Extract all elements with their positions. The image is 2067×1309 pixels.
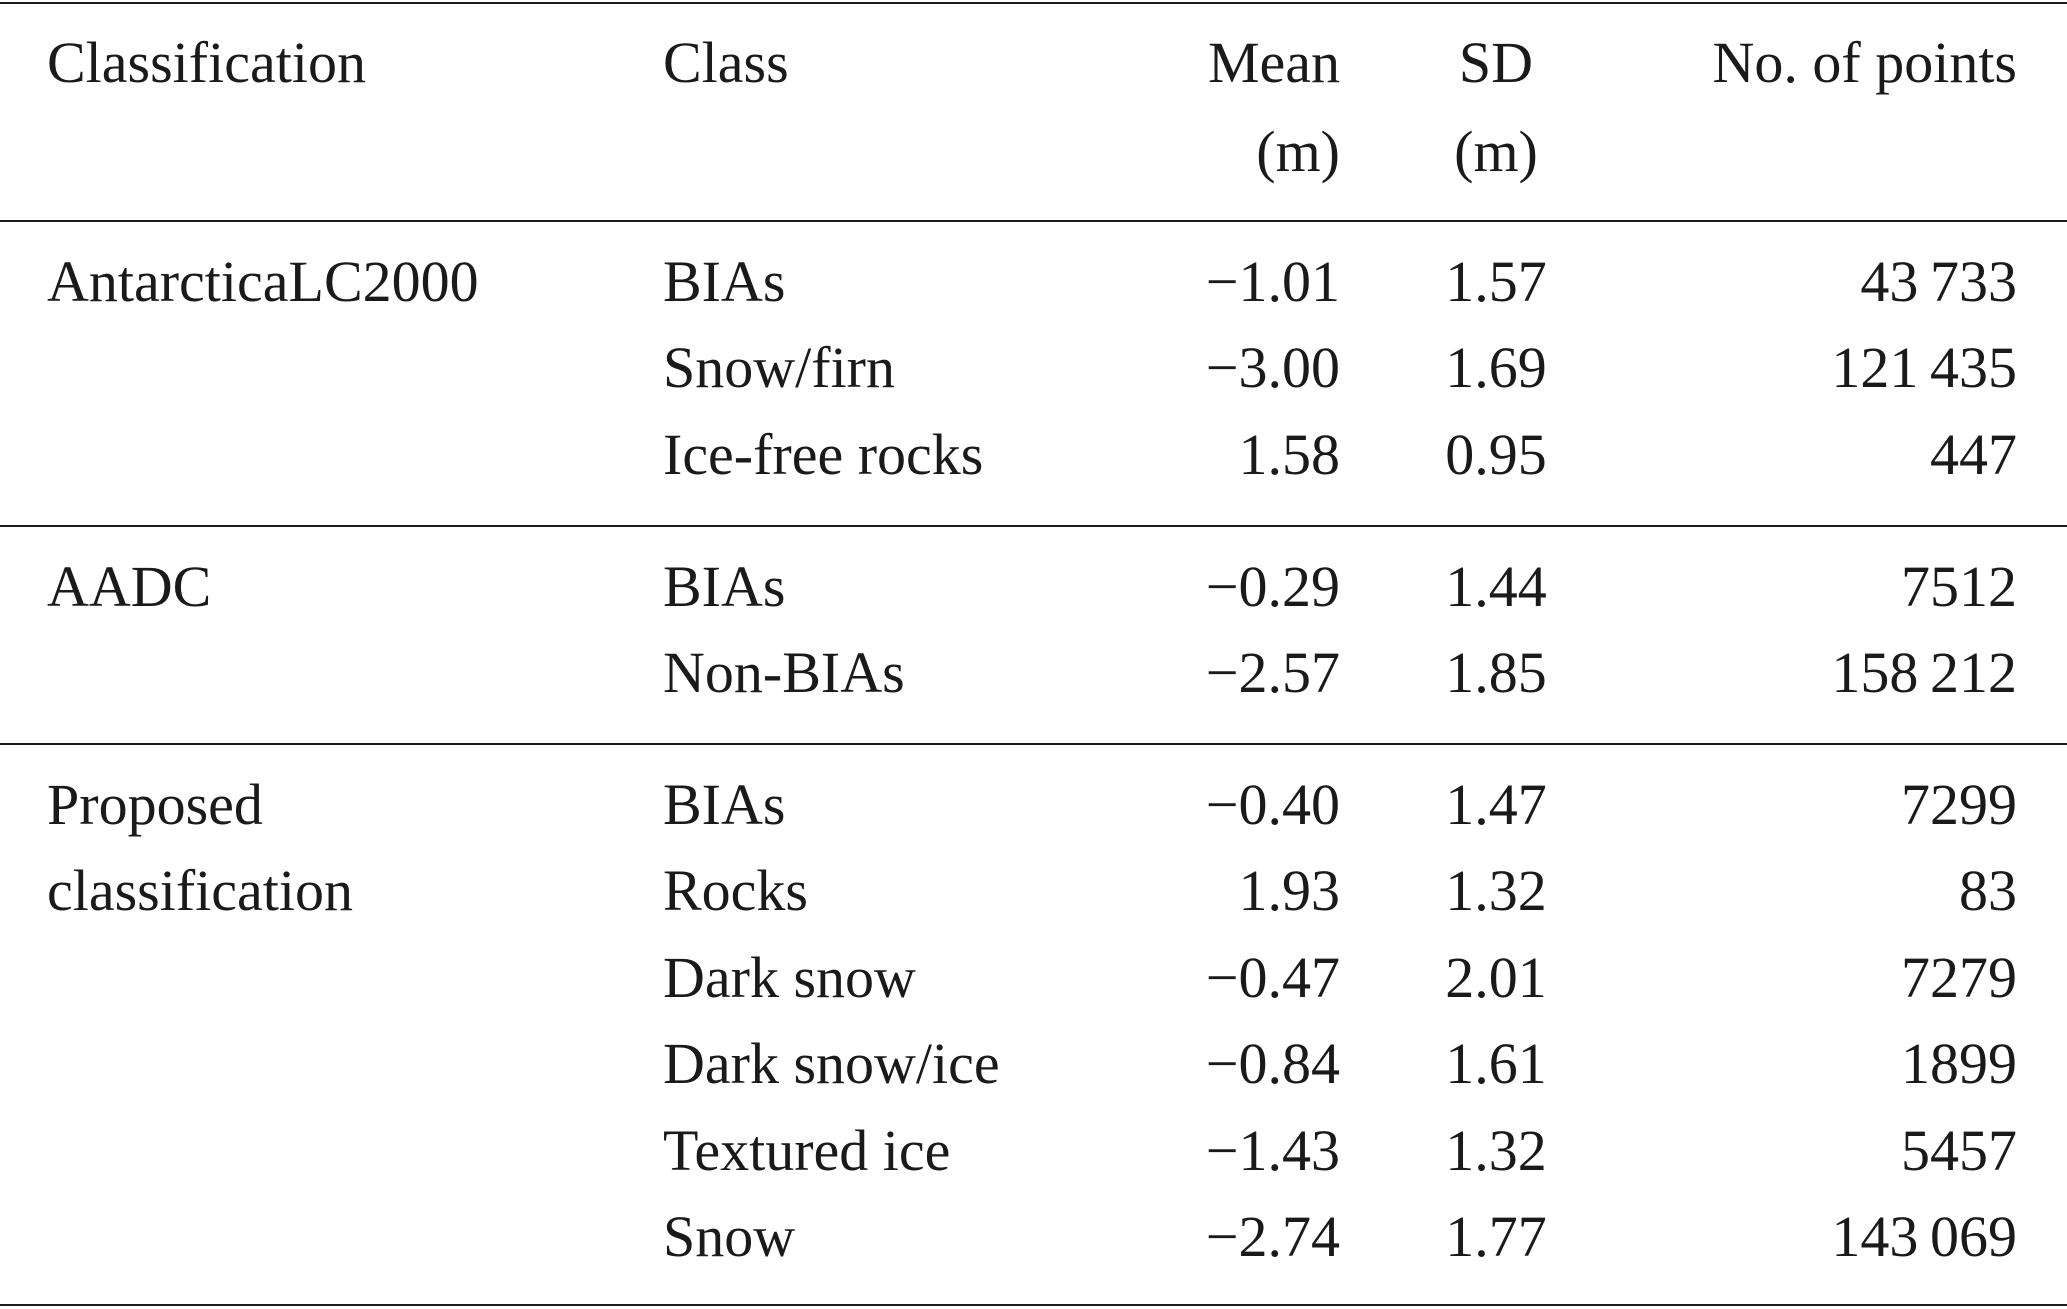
classification-label: classification bbox=[47, 858, 354, 924]
header-mean: Mean bbox=[1207, 30, 1340, 95]
cell-sd: 1.85 bbox=[1445, 640, 1547, 706]
cell-sd: 1.32 bbox=[1445, 858, 1547, 924]
cell-points: 7279 bbox=[1901, 944, 2017, 1010]
cell-class: Dark snow bbox=[663, 944, 916, 1010]
cell-points: 7299 bbox=[1901, 772, 2017, 837]
cell-class: Snow bbox=[663, 1204, 796, 1269]
cell-sd: 1.32 bbox=[1445, 1117, 1547, 1183]
classification-label: Proposed bbox=[47, 772, 263, 837]
cell-sd: 1.77 bbox=[1445, 1204, 1547, 1269]
cell-mean: −2.74 bbox=[1205, 1204, 1340, 1269]
cell-mean: 1.93 bbox=[1238, 858, 1341, 924]
cell-mean: −2.57 bbox=[1205, 640, 1340, 706]
cell-class: BIAs bbox=[663, 554, 786, 619]
header-mean: (m) bbox=[1256, 119, 1340, 184]
cell-points: 83 bbox=[1959, 858, 2017, 924]
top-rule bbox=[0, 2, 2067, 4]
cell-sd: 2.01 bbox=[1445, 944, 1547, 1010]
bottom-rule bbox=[0, 1304, 2067, 1306]
cell-class: Ice-free rocks bbox=[663, 421, 984, 487]
cell-class: BIAs bbox=[663, 249, 786, 314]
cell-class: Dark snow/ice bbox=[663, 1031, 1000, 1097]
cell-points: 158 212 bbox=[1831, 640, 2017, 706]
cell-points: 143 069 bbox=[1831, 1204, 2017, 1269]
cell-mean: −0.84 bbox=[1205, 1031, 1340, 1097]
group-rule bbox=[0, 220, 2067, 222]
header-class: Class bbox=[663, 30, 789, 95]
cell-class: Textured ice bbox=[663, 1117, 951, 1183]
cell-points: 7512 bbox=[1901, 554, 2017, 619]
cell-mean: −0.40 bbox=[1205, 772, 1340, 837]
cell-mean: −0.47 bbox=[1205, 944, 1340, 1010]
cell-sd: 1.61 bbox=[1445, 1031, 1547, 1097]
classification-label: AADC bbox=[47, 554, 212, 619]
cell-class: BIAs bbox=[663, 772, 786, 837]
cell-sd: 1.57 bbox=[1445, 249, 1547, 314]
cell-sd: 1.47 bbox=[1445, 772, 1547, 837]
header-points: No. of points bbox=[1712, 30, 2018, 95]
cell-class: Snow/firn bbox=[663, 335, 895, 401]
classification-label: AntarcticaLC2000 bbox=[47, 249, 479, 314]
header-sd: SD bbox=[1458, 30, 1534, 95]
cell-mean: −1.01 bbox=[1205, 249, 1340, 314]
cell-points: 447 bbox=[1930, 421, 2017, 487]
cell-mean: −1.43 bbox=[1205, 1117, 1340, 1183]
cell-points: 5457 bbox=[1901, 1117, 2017, 1183]
group-rule bbox=[0, 743, 2067, 745]
header-classification: Classification bbox=[47, 30, 366, 95]
cell-points: 1899 bbox=[1901, 1031, 2017, 1097]
cell-mean: −3.00 bbox=[1205, 335, 1340, 401]
cell-class: Non-BIAs bbox=[663, 640, 905, 706]
cell-points: 43 733 bbox=[1860, 249, 2017, 314]
cell-points: 121 435 bbox=[1831, 335, 2017, 401]
cell-sd: 1.69 bbox=[1445, 335, 1547, 401]
cell-class: Rocks bbox=[663, 858, 808, 924]
cell-sd: 1.44 bbox=[1445, 554, 1547, 619]
cell-mean: −0.29 bbox=[1205, 554, 1340, 619]
group-rule bbox=[0, 525, 2067, 527]
cell-sd: 0.95 bbox=[1445, 421, 1547, 487]
cell-mean: 1.58 bbox=[1238, 421, 1341, 487]
header-sd: (m) bbox=[1454, 119, 1538, 184]
